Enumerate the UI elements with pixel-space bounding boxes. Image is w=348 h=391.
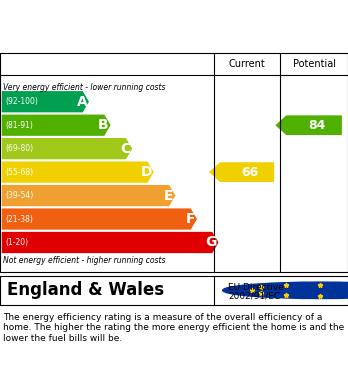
Text: (81-91): (81-91) — [5, 121, 33, 130]
Text: G: G — [205, 235, 217, 249]
Text: England & Wales: England & Wales — [7, 281, 164, 300]
Text: (55-68): (55-68) — [5, 168, 33, 177]
Polygon shape — [2, 91, 89, 112]
Polygon shape — [2, 138, 132, 159]
Text: (1-20): (1-20) — [5, 238, 28, 247]
Polygon shape — [2, 161, 154, 183]
Text: (92-100): (92-100) — [5, 97, 38, 106]
Text: Not energy efficient - higher running costs: Not energy efficient - higher running co… — [3, 256, 166, 265]
Text: C: C — [120, 142, 130, 156]
Text: Very energy efficient - lower running costs: Very energy efficient - lower running co… — [3, 83, 166, 92]
Text: 2002/91/EC: 2002/91/EC — [228, 292, 280, 301]
Text: 84: 84 — [308, 119, 325, 132]
Text: F: F — [186, 212, 195, 226]
Text: Current: Current — [229, 59, 266, 69]
Circle shape — [223, 282, 348, 299]
Text: 66: 66 — [241, 166, 259, 179]
Polygon shape — [2, 185, 175, 206]
Polygon shape — [275, 115, 342, 135]
Polygon shape — [209, 162, 274, 182]
Polygon shape — [2, 232, 219, 253]
Text: (69-80): (69-80) — [5, 144, 33, 153]
Polygon shape — [2, 115, 111, 136]
Text: (39-54): (39-54) — [5, 191, 33, 200]
Text: EU Directive: EU Directive — [228, 283, 284, 292]
Text: A: A — [77, 95, 87, 109]
Text: D: D — [141, 165, 152, 179]
Text: Energy Efficiency Rating: Energy Efficiency Rating — [50, 26, 298, 44]
Text: Potential: Potential — [293, 59, 335, 69]
Text: E: E — [164, 188, 174, 203]
Text: The energy efficiency rating is a measure of the overall efficiency of a home. T: The energy efficiency rating is a measur… — [3, 313, 345, 343]
Polygon shape — [2, 208, 197, 230]
Text: B: B — [98, 118, 109, 132]
Text: (21-38): (21-38) — [5, 215, 33, 224]
